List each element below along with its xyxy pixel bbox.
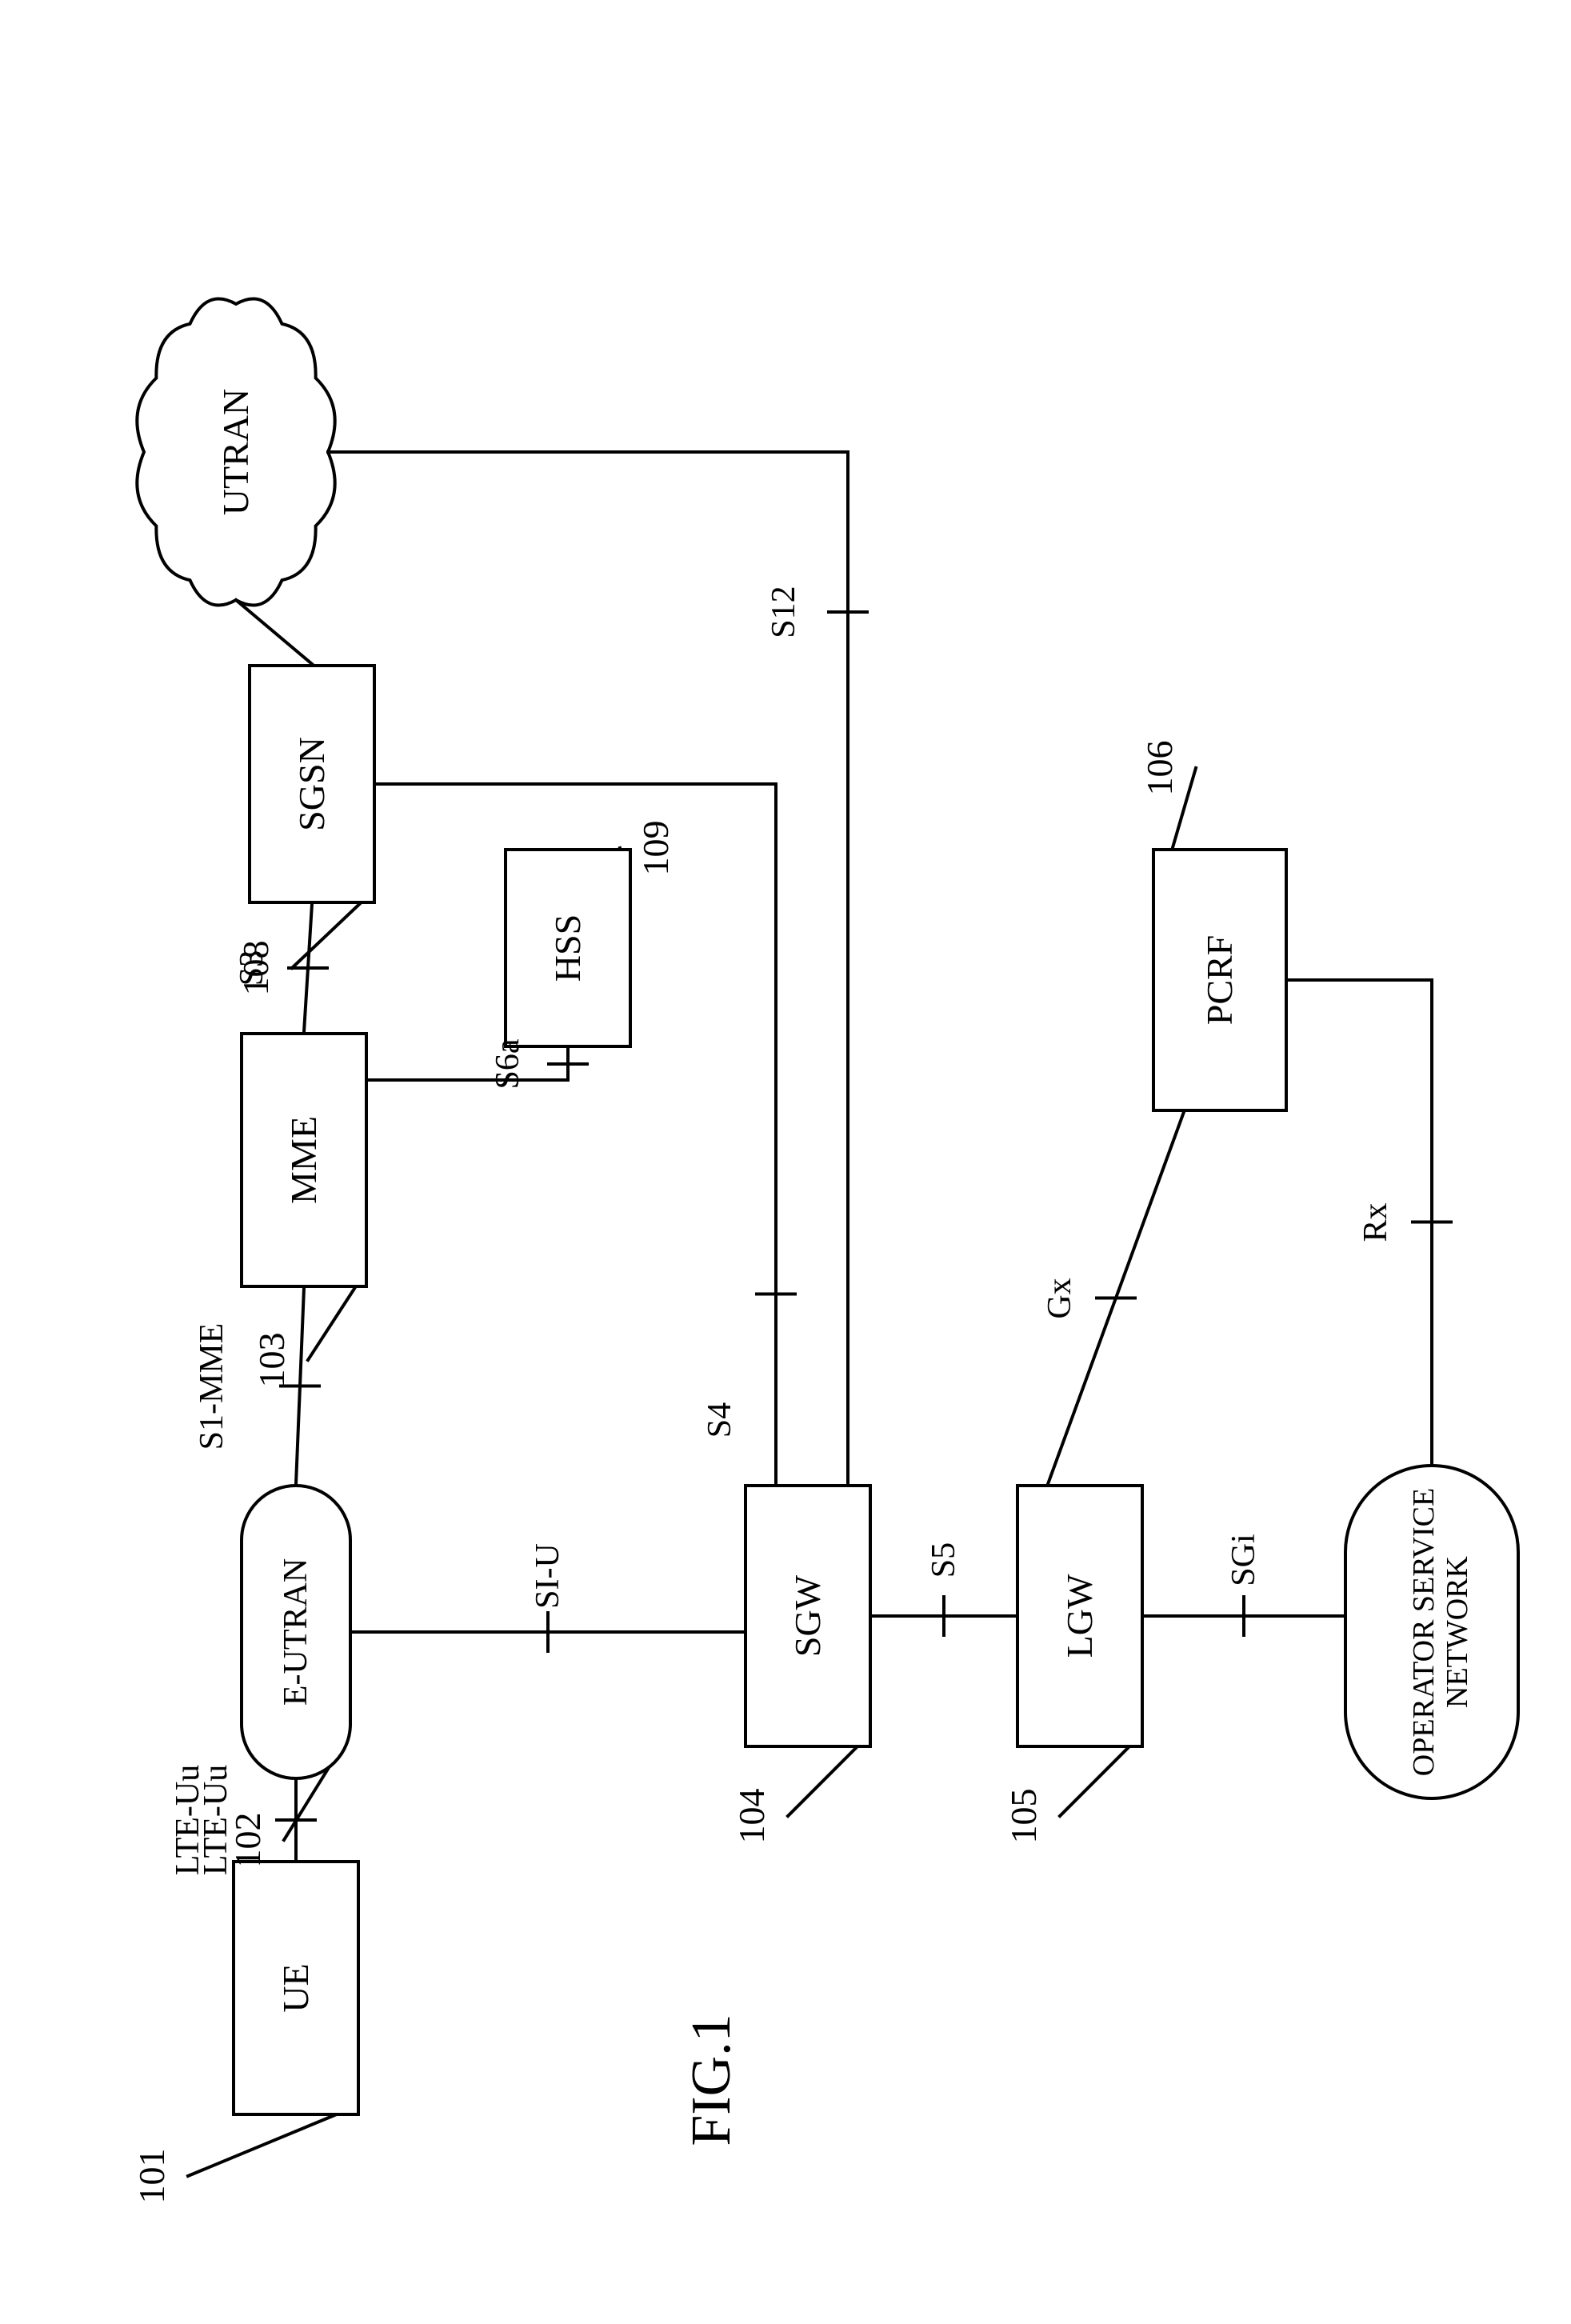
ref-mme: 103 <box>252 1296 292 1424</box>
edge-label-s6a: S6a <box>488 904 528 1224</box>
node-label-osn: OPERATOR SERVICENETWORK <box>1408 1312 1456 1952</box>
ref-ue: 101 <box>132 2112 172 2240</box>
edge-label-gx: Gx <box>1040 1138 1080 1458</box>
node-label-sgsn: SGSN <box>288 464 336 1104</box>
figure-label: FIG.1 <box>680 1920 760 2240</box>
ref-sgw: 104 <box>732 1752 772 1880</box>
edge-label-sgi: SGi <box>1224 1400 1264 1720</box>
ref-sgsn: 108 <box>236 904 276 1032</box>
ref-hss: 109 <box>636 784 676 912</box>
node-label-hss: HSS <box>544 628 592 1268</box>
edge-label-s1_u: SI-U <box>528 1416 568 1736</box>
node-label-utran: UTRAN <box>212 132 260 772</box>
edge-label-rx: Rx <box>1356 1062 1396 1382</box>
edge-label-s12: S12 <box>764 452 804 772</box>
node-label-sgw: SGW <box>784 1296 832 1936</box>
ref-lgw: 105 <box>1004 1752 1044 1880</box>
edge-label-s1_mme: S1-MME <box>192 1226 232 1546</box>
node-label-pcrf: PCRF <box>1196 660 1244 1300</box>
edge-label-s4: S4 <box>700 1260 740 1580</box>
ref-pcrf: 106 <box>1140 704 1180 832</box>
ref-eutran: 102 <box>228 1776 268 1904</box>
edge-label-s5: S5 <box>924 1400 964 1720</box>
